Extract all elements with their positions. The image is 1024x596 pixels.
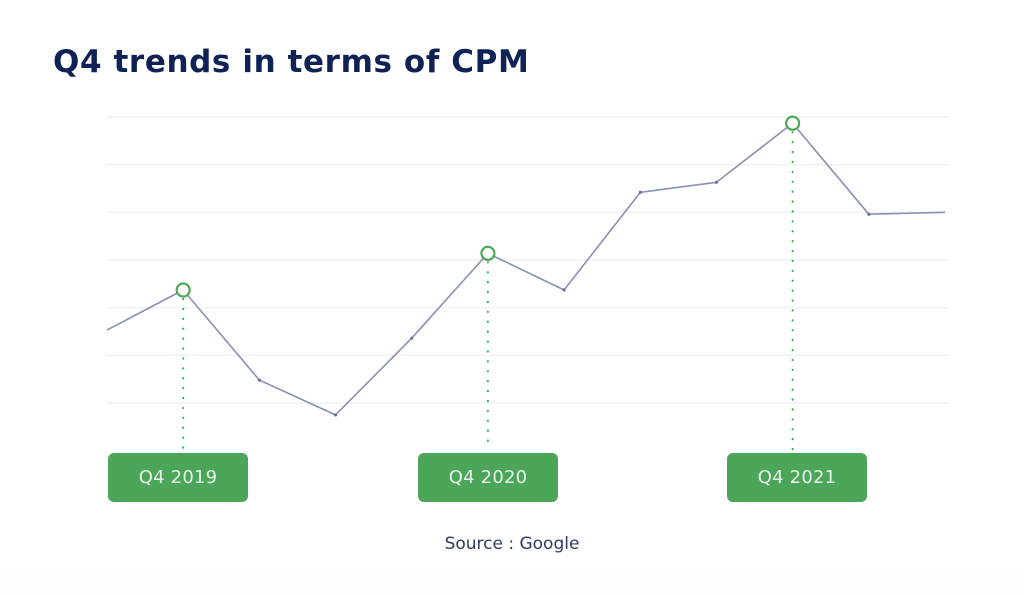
source-caption: Source : Google bbox=[444, 534, 580, 554]
label-q4-2020: Q4 2020 bbox=[418, 453, 558, 502]
data-point-dots bbox=[257, 180, 871, 417]
highlight-markers bbox=[175, 115, 801, 298]
bottom-band bbox=[0, 568, 1024, 596]
chart-title: Q4 trends in terms of CPM bbox=[53, 44, 530, 80]
label-q4-2021: Q4 2021 bbox=[727, 453, 867, 502]
cpm-line-series bbox=[106, 122, 946, 416]
gridlines bbox=[107, 116, 948, 404]
label-q4-2019: Q4 2019 bbox=[108, 453, 248, 502]
highlight-droplines bbox=[182, 131, 794, 452]
